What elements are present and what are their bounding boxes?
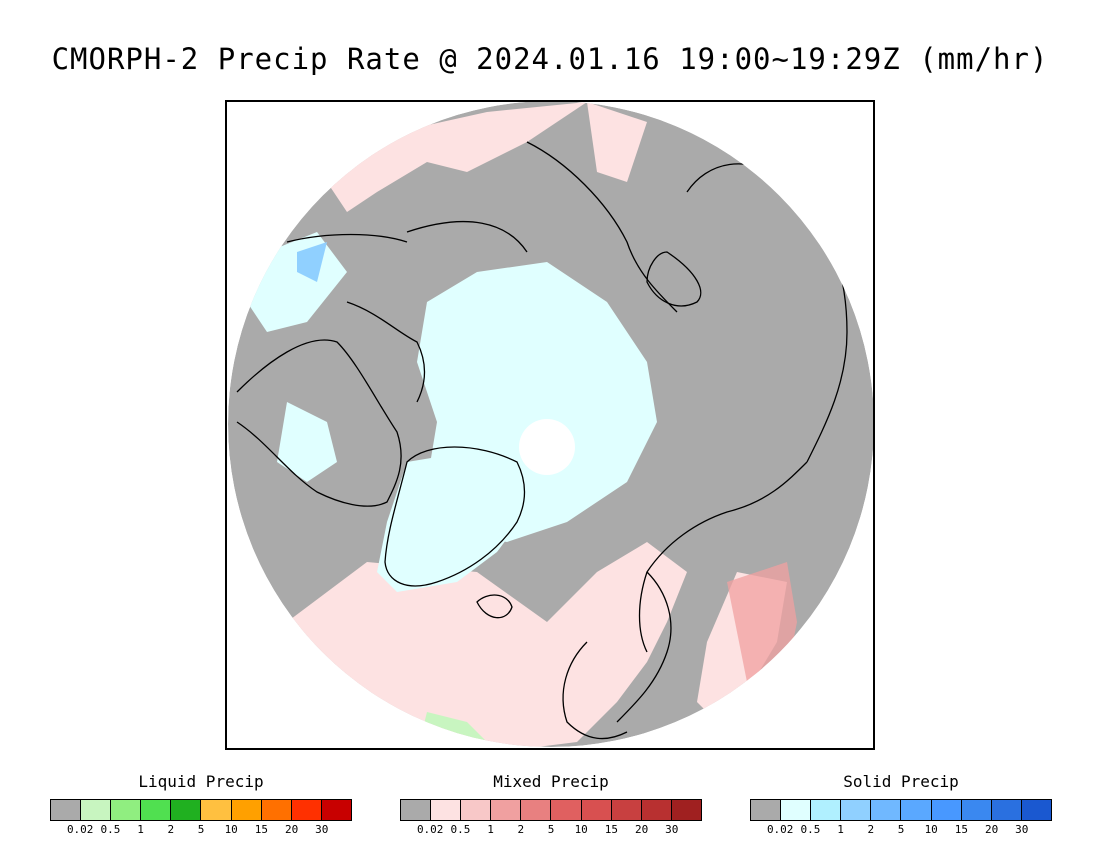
legend-swatch xyxy=(521,800,552,820)
legend-solid: Solid Precip 0.02 0.5 1 2 5 10 15 20 30 xyxy=(750,772,1052,837)
tick-label: 1 xyxy=(137,823,144,836)
legend-swatch xyxy=(781,800,812,820)
mixed-precip-region-atlantic xyxy=(287,542,687,747)
legend-swatch xyxy=(581,800,612,820)
tick-label: 0.02 xyxy=(766,823,794,836)
legend-swatch xyxy=(461,800,492,820)
mixed-precip-region-west-siberia xyxy=(727,562,797,682)
legend-swatch xyxy=(811,800,842,820)
tick-label: 5 xyxy=(547,823,555,836)
tick-label: 10 xyxy=(574,823,588,836)
legend-swatch xyxy=(871,800,902,820)
legend-title: Solid Precip xyxy=(843,772,959,791)
legend-swatch xyxy=(611,800,642,820)
legend-title: Liquid Precip xyxy=(138,772,264,791)
polar-map-canvas xyxy=(228,102,873,747)
tick-label: 2 xyxy=(867,823,875,836)
tick-labels: 0.02 0.5 1 2 5 10 15 20 30 xyxy=(750,823,1052,837)
color-bar xyxy=(400,799,702,821)
tick-label: 2 xyxy=(517,823,525,836)
solid-precip-region-beaufort xyxy=(297,242,327,282)
tick-label: 20 xyxy=(984,823,999,836)
tick-label: 5 xyxy=(197,823,205,836)
mixed-precip-region-pacific xyxy=(327,102,587,212)
tick-label: 0.02 xyxy=(416,823,444,836)
legend-swatch xyxy=(991,800,1022,820)
tick-label: 30 xyxy=(1015,823,1029,836)
legend-swatch xyxy=(431,800,462,820)
legend-title: Mixed Precip xyxy=(493,772,609,791)
legend-swatch xyxy=(171,800,202,820)
legend-mixed: Mixed Precip 0.02 0.5 1 2 5 10 15 20 30 xyxy=(400,772,702,837)
legend-swatch xyxy=(961,800,992,820)
tick-label: 20 xyxy=(284,823,299,836)
chart-title: CMORPH-2 Precip Rate @ 2024.01.16 19:00~… xyxy=(51,42,1049,76)
polar-map xyxy=(225,100,875,750)
tick-label: 5 xyxy=(897,823,905,836)
solid-precip-region-hudson xyxy=(277,402,337,482)
tick-label: 0.5 xyxy=(100,823,121,836)
mixed-precip-region-bering xyxy=(587,102,647,182)
tick-labels: 0.02 0.5 1 2 5 10 15 20 30 xyxy=(50,823,352,837)
legend-swatch xyxy=(321,800,351,820)
tick-label: 30 xyxy=(665,823,679,836)
legend-swatch xyxy=(261,800,292,820)
tick-label: 0.5 xyxy=(450,823,471,836)
legend-swatch xyxy=(201,800,232,820)
legend-swatch xyxy=(641,800,672,820)
tick-label: 20 xyxy=(634,823,649,836)
tick-label: 10 xyxy=(224,823,238,836)
legend-swatch xyxy=(401,800,432,820)
tick-label: 1 xyxy=(487,823,494,836)
color-bar xyxy=(50,799,352,821)
no-data-pole xyxy=(519,419,575,475)
legend-liquid: Liquid Precip 0.02 0.5 1 2 5 10 15 20 30 xyxy=(50,772,352,837)
legend-swatch xyxy=(491,800,522,820)
legend-swatch xyxy=(291,800,322,820)
tick-label: 2 xyxy=(167,823,175,836)
legend-swatch xyxy=(671,800,701,820)
legend-swatch xyxy=(841,800,872,820)
tick-label: 10 xyxy=(924,823,938,836)
tick-label: 0.02 xyxy=(66,823,94,836)
solid-precip-region-greenland xyxy=(377,452,527,592)
legend-swatch xyxy=(751,800,782,820)
legend-swatch xyxy=(901,800,932,820)
legend-swatch xyxy=(231,800,262,820)
tick-label: 30 xyxy=(315,823,329,836)
legend-swatch xyxy=(1021,800,1051,820)
legend-swatch xyxy=(51,800,82,820)
tick-label: 15 xyxy=(954,823,969,836)
legend-swatch xyxy=(111,800,142,820)
legend-swatch xyxy=(931,800,962,820)
tick-label: 0.5 xyxy=(800,823,821,836)
legend-swatch xyxy=(141,800,172,820)
legend-swatch xyxy=(81,800,112,820)
legend-swatch xyxy=(551,800,582,820)
tick-label: 1 xyxy=(837,823,844,836)
tick-label: 15 xyxy=(254,823,269,836)
color-bar xyxy=(750,799,1052,821)
tick-labels: 0.02 0.5 1 2 5 10 15 20 30 xyxy=(400,823,702,837)
tick-label: 15 xyxy=(604,823,619,836)
